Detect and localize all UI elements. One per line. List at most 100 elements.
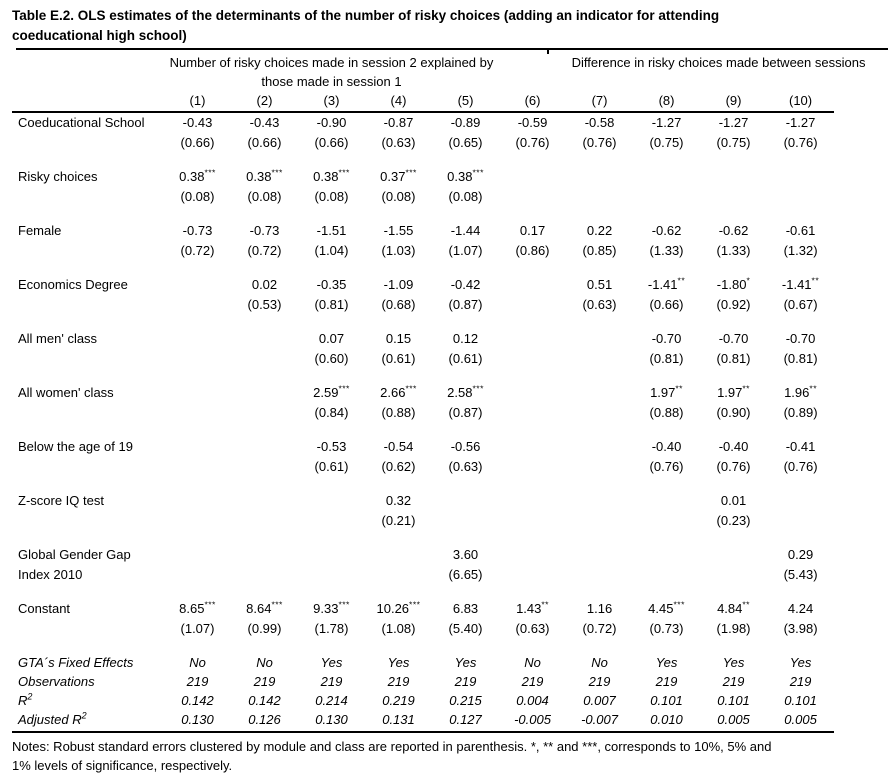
se-cell: (0.63) — [515, 621, 550, 637]
se-cell — [231, 565, 298, 585]
coef-value: 1.43 — [516, 601, 542, 617]
coef-value: 2.59 — [313, 385, 339, 401]
coef-row: Global Gender Gap 3.60 0.29 — [12, 545, 834, 565]
se-cell — [231, 349, 298, 369]
coef-cell — [700, 167, 767, 187]
se-cell: (0.61) — [448, 351, 483, 367]
stat-cell: 219 — [454, 674, 477, 690]
row-spacer-cell — [12, 207, 834, 221]
coef-cell: 8.65*** — [164, 599, 231, 619]
coef-cell: -0.43 — [164, 112, 231, 133]
coef-cell: 0.32 — [365, 491, 432, 511]
coef-cell: 2.66*** — [365, 383, 432, 403]
coef-cell — [499, 275, 566, 295]
coef-value: 0.12 — [452, 331, 479, 347]
se-cell: (0.75) — [649, 135, 684, 151]
coef-value: 0.38 — [313, 169, 339, 185]
coef-value: -0.59 — [517, 115, 548, 131]
coef-cell: 6.83 — [432, 599, 499, 619]
row-label: Global Gender Gap — [18, 547, 131, 563]
coef-cell — [566, 329, 633, 349]
se-cell: (0.53) — [247, 297, 282, 313]
stat-cell: 219 — [521, 674, 544, 690]
row-label: All women' class — [18, 385, 114, 401]
coef-cell: 0.22 — [566, 221, 633, 241]
coef-cell: -0.62 — [633, 221, 700, 241]
coef-value: 0.51 — [586, 277, 613, 293]
stat-row: Adjusted R2 0.130 0.126 0.130 0.131 0.127 -0.0… — [12, 710, 835, 734]
coef-value: -0.87 — [383, 115, 414, 131]
significance-stars: *** — [472, 383, 484, 394]
coef-cell: 0.15 — [365, 329, 432, 349]
stat-cell: 0.101 — [717, 693, 750, 709]
coef-cell: -1.27 — [767, 112, 834, 133]
coef-cell — [566, 491, 633, 511]
significance-stars: *** — [673, 599, 685, 610]
se-cell: (0.72) — [180, 243, 215, 259]
se-cell — [499, 565, 566, 585]
coef-value: 9.33 — [313, 601, 339, 617]
se-cell: (0.66) — [314, 135, 349, 151]
coef-cell — [365, 545, 432, 565]
row-spacer-cell — [12, 477, 834, 491]
se-row: Index 2010 (6.65) (5.43) — [12, 565, 834, 585]
coef-value: 0.29 — [787, 547, 814, 563]
column-header: (3) — [298, 91, 365, 114]
coef-value: -0.62 — [718, 223, 749, 239]
coef-value: 2.66 — [380, 385, 406, 401]
coef-cell — [164, 329, 231, 349]
stat-cell: 219 — [387, 674, 410, 690]
row-spacer-cell — [12, 315, 834, 329]
se-cell: (0.67) — [783, 297, 818, 313]
stat-cell: 0.004 — [516, 693, 549, 709]
se-cell: (0.89) — [783, 405, 818, 421]
coef-cell: 10.26*** — [365, 599, 432, 619]
coef-cell — [231, 491, 298, 511]
coef-cell — [566, 383, 633, 403]
se-cell: (1.32) — [783, 243, 818, 259]
coef-value: -0.70 — [785, 331, 816, 347]
coef-cell — [700, 545, 767, 565]
se-cell: (1.33) — [649, 243, 684, 259]
stat-cell: 0.005 — [767, 710, 835, 734]
se-cell: (0.81) — [716, 351, 751, 367]
se-cell — [499, 295, 566, 315]
significance-stars: *** — [271, 599, 283, 610]
se-cell: (0.86) — [515, 243, 550, 259]
significance-stars: *** — [271, 167, 283, 178]
se-cell: (3.98) — [783, 621, 818, 637]
significance-stars: *** — [338, 599, 350, 610]
stat-cell: 219 — [655, 674, 678, 690]
coef-cell: -1.41** — [633, 275, 700, 295]
column-header: (6) — [499, 91, 567, 114]
row-spacer-cell — [12, 585, 834, 599]
coef-cell: 1.96** — [767, 383, 834, 403]
table-notes: Notes: Robust standard errors clustered … — [12, 739, 772, 773]
se-cell: (0.08) — [247, 189, 282, 205]
coef-cell — [566, 545, 633, 565]
coef-cell: 0.38*** — [231, 167, 298, 187]
row-spacer — [12, 531, 834, 545]
coef-cell: -0.41 — [767, 437, 834, 457]
coef-value: 8.65 — [179, 601, 205, 617]
stat-cell: No — [524, 655, 541, 671]
coef-cell: -1.55 — [365, 221, 432, 241]
coef-value: -0.62 — [651, 223, 682, 239]
regression-table: Number of risky choices made in session … — [12, 50, 865, 734]
column-header: (5) — [432, 91, 500, 114]
stat-cell: 219 — [588, 674, 611, 690]
se-cell: (0.90) — [716, 405, 751, 421]
se-row: (0.61) (0.62) (0.63) (0.76) (0.76) (0.76) — [12, 457, 834, 477]
coef-value: 1.97 — [717, 385, 743, 401]
coef-cell: -0.53 — [298, 437, 365, 457]
coef-cell: -1.51 — [298, 221, 365, 241]
row-label: Female — [18, 223, 62, 239]
coef-cell: 0.38*** — [432, 167, 499, 187]
se-cell: (0.88) — [381, 405, 416, 421]
se-cell — [499, 403, 566, 423]
coef-value: 2.58 — [447, 385, 473, 401]
se-cell: (0.08) — [314, 189, 349, 205]
column-group-divider-tick — [547, 50, 549, 55]
coef-value: -1.51 — [316, 223, 347, 239]
coef-cell — [566, 167, 633, 187]
